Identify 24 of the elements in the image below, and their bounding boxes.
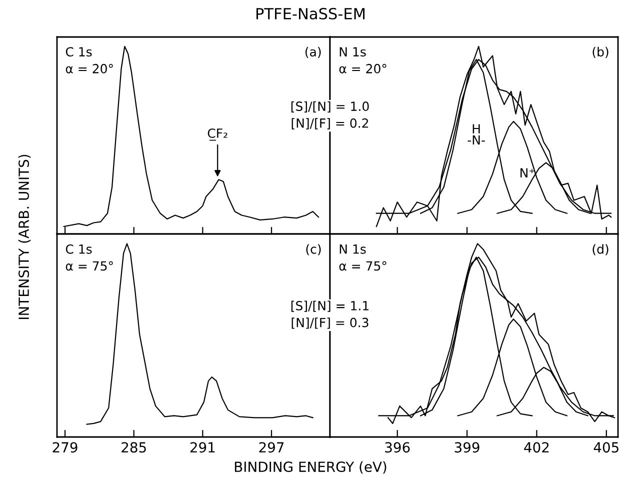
annotation: C 1s α = 75° [66,244,113,271]
x-tick-label: 402 [524,442,549,453]
annotation: (a) [305,46,321,58]
annotation: H -N- [468,124,485,145]
x-tick-label: 297 [259,442,284,453]
x-tick-label: 396 [385,442,410,453]
annotation: N 1s α = 75° [339,244,386,271]
annotation: (b) [592,46,608,58]
x-tick-label: 285 [122,442,146,453]
x-tick-label: 291 [190,442,215,453]
chart-title: PTFE-NaSS-EM [256,8,365,20]
annotation: (c) [306,244,321,256]
annotation: C̲F₂ [208,128,228,141]
annotation: C 1s α = 20° [66,47,113,74]
x-tick-label: 399 [454,442,480,453]
annotation: N 1s α = 20° [339,47,386,74]
x-tick-label: 405 [594,442,618,453]
x-axis-title: BINDING ENERGY (eV) [234,461,386,474]
annotation: (d) [592,244,608,256]
annotation: [S]/[N] = 1.0 [N]/[F] = 0.2 [291,101,369,130]
x-tick-label: 279 [52,442,78,453]
y-axis-title: INTENSITY (ARB. UNITS) [18,154,31,320]
annotation: [S]/[N] = 1.1 [N]/[F] = 0.3 [291,300,368,329]
annotation: N⁺ [520,168,534,178]
